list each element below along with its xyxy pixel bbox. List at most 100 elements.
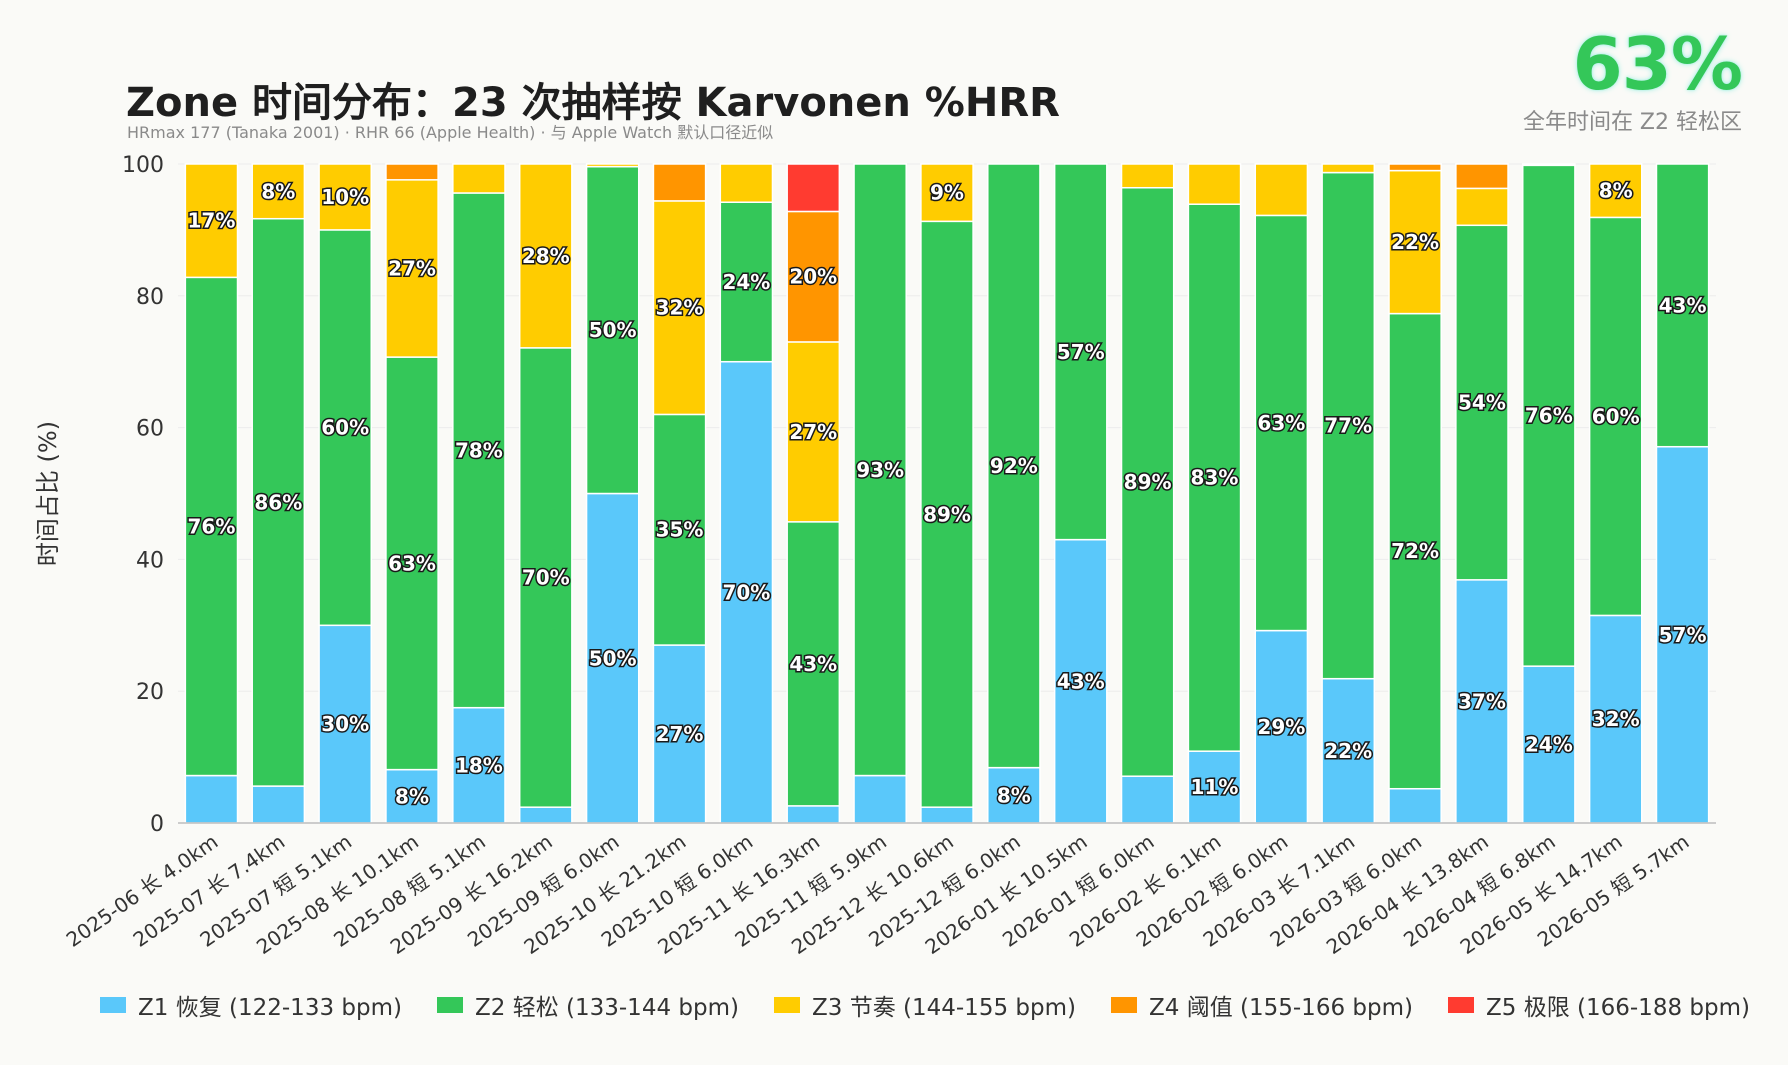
- legend-label: Z1 恢复 (122-133 bpm): [138, 995, 402, 1021]
- bar-segment: [1588, 216, 1643, 617]
- data-label: 86%: [254, 490, 302, 514]
- legend-swatch: [437, 997, 463, 1013]
- bar-segment: [1053, 163, 1108, 541]
- data-label: 10%: [321, 185, 369, 209]
- data-label: 54%: [1458, 391, 1506, 415]
- data-label: 9%: [930, 181, 964, 205]
- bar-segment: [1254, 163, 1309, 217]
- bar-segment: [518, 163, 573, 349]
- data-label: 76%: [1525, 404, 1573, 428]
- data-label: 32%: [656, 296, 704, 320]
- data-label: 18%: [455, 753, 503, 777]
- legend-item: Z3 节奏 (144-155 bpm): [774, 988, 1076, 1022]
- bar-segment: [1521, 164, 1576, 667]
- bar-segment: [1254, 629, 1309, 824]
- data-label: 72%: [1391, 539, 1439, 563]
- data-label: 89%: [923, 502, 971, 526]
- data-label: 57%: [1659, 623, 1707, 647]
- bar-segment: [318, 624, 373, 824]
- legend-label: Z3 节奏 (144-155 bpm): [812, 995, 1076, 1021]
- data-label: 76%: [187, 514, 235, 538]
- data-label: 27%: [789, 420, 837, 444]
- bar-segment: [853, 774, 907, 824]
- data-label: 63%: [1257, 411, 1305, 435]
- data-label: 89%: [1124, 470, 1172, 494]
- legend-item: Z4 阈值 (155-166 bpm): [1111, 988, 1413, 1022]
- chart-title: Zone 时间分布：23 次抽样按 Karvonen %HRR: [126, 80, 1060, 126]
- bar-segment: [1388, 163, 1442, 172]
- bar-segment: [1120, 163, 1175, 189]
- chart-subtitle: HRmax 177 (Tanaka 2001) · RHR 66 (Apple …: [127, 123, 774, 142]
- bar-segment: [251, 217, 306, 787]
- bar-segment: [1655, 445, 1710, 824]
- legend-swatch: [100, 997, 126, 1013]
- bar-segment: [719, 163, 774, 203]
- y-tick-label: 80: [136, 285, 164, 310]
- bar-segment: [920, 806, 974, 824]
- bar-segment: [184, 276, 239, 777]
- y-tick-label: 100: [122, 153, 164, 178]
- data-label: 24%: [1525, 733, 1573, 757]
- data-label: 22%: [1324, 739, 1372, 763]
- bar-segment: [652, 163, 707, 202]
- data-label: 37%: [1458, 689, 1506, 713]
- data-label: 43%: [1057, 669, 1105, 693]
- y-tick-label: 20: [136, 680, 164, 705]
- bar-segment: [987, 163, 1041, 769]
- y-tick-label: 0: [150, 812, 164, 837]
- bar-segment: [385, 163, 439, 181]
- bar-segment: [786, 805, 841, 824]
- data-label: 8%: [997, 783, 1031, 807]
- bar-segment: [1120, 775, 1175, 824]
- legend-swatch: [774, 997, 800, 1013]
- bar-segment: [1588, 163, 1643, 219]
- data-label: 43%: [789, 652, 837, 676]
- data-label: 22%: [1391, 230, 1439, 254]
- data-label: 17%: [187, 209, 235, 233]
- legend-label: Z4 阈值 (155-166 bpm): [1149, 995, 1413, 1021]
- data-label: 92%: [990, 454, 1038, 478]
- data-label: 30%: [321, 712, 369, 736]
- data-label: 57%: [1057, 340, 1105, 364]
- data-label: 60%: [1592, 404, 1640, 428]
- data-label: 8%: [261, 179, 295, 203]
- data-label: 27%: [388, 256, 436, 280]
- bar-segment: [920, 163, 974, 223]
- bar-segment: [452, 706, 506, 824]
- kpi-label: 全年时间在 Z2 轻松区: [1522, 110, 1742, 135]
- y-axis-label: 时间占比 (%): [34, 421, 62, 566]
- data-label: 8%: [1599, 179, 1633, 203]
- bar-segment: [1588, 614, 1643, 824]
- bar-segment: [251, 785, 306, 824]
- bar-segment: [652, 413, 707, 646]
- bar-segment: [1254, 214, 1309, 632]
- bar-segment: [1655, 163, 1710, 448]
- bar-segment: [1321, 163, 1376, 174]
- y-tick-label: 40: [136, 548, 164, 573]
- bar-segment: [719, 360, 774, 824]
- bar-segment: [719, 201, 774, 363]
- bar-segment: [1388, 787, 1442, 824]
- bar-segment: [518, 806, 573, 824]
- data-label: 28%: [522, 244, 570, 268]
- legend-label: Z2 轻松 (133-144 bpm): [475, 995, 739, 1021]
- bar-segment: [1521, 163, 1576, 167]
- data-label: 63%: [388, 551, 436, 575]
- bar-segment: [987, 766, 1041, 824]
- bar-segment: [1321, 677, 1376, 824]
- data-label: 50%: [589, 318, 637, 342]
- data-label: 78%: [455, 438, 503, 462]
- bar-segment: [184, 774, 239, 824]
- bar-segment: [1187, 163, 1242, 205]
- bar-segment: [1455, 224, 1509, 581]
- legend-item: Z5 极限 (166-188 bpm): [1448, 988, 1750, 1022]
- data-label: 93%: [856, 458, 904, 482]
- data-label: 11%: [1191, 775, 1239, 799]
- bar-segment: [920, 220, 974, 808]
- data-label: 77%: [1324, 414, 1372, 438]
- data-label: 27%: [656, 722, 704, 746]
- bar-segment: [1388, 312, 1442, 790]
- bar-segment: [585, 492, 640, 824]
